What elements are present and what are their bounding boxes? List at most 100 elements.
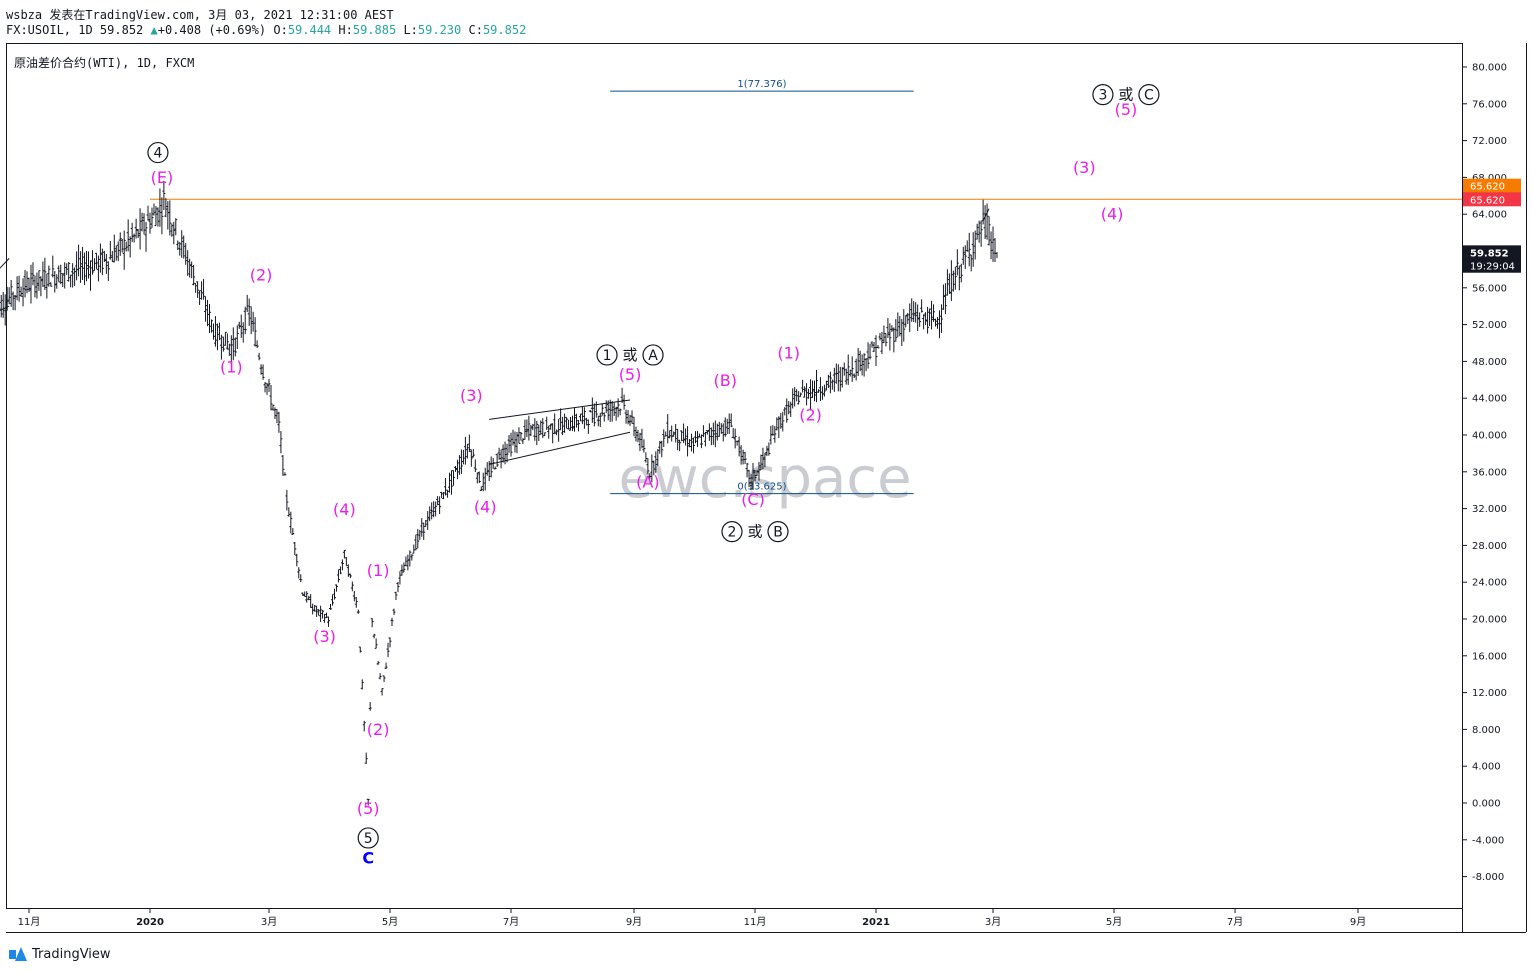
trend-channels[interactable] — [0, 208, 990, 465]
x-tick-label: 7月 — [503, 916, 519, 928]
wave-label: (4) — [333, 500, 356, 519]
close-value: 59.852 — [482, 23, 527, 37]
circled-wave-text: 1 — [603, 348, 612, 364]
y-tick-label: 36.000 — [1472, 467, 1507, 478]
wave-label: (4) — [1101, 205, 1124, 224]
circled-wave-marker — [147, 141, 169, 164]
fib-level-label: 0(33.625) — [737, 482, 786, 493]
low-value: 59.230 — [417, 23, 462, 37]
circled-connector: 或 — [1118, 86, 1133, 104]
x-tick-label: 11月 — [18, 916, 41, 928]
y-tick-label: 64.000 — [1472, 210, 1507, 221]
wave-label: (5) — [619, 365, 642, 384]
price-badge — [1463, 258, 1521, 273]
y-tick-label: 4.000 — [1472, 762, 1501, 773]
brand-text: TradingView — [32, 946, 111, 962]
wave-label: (E) — [151, 168, 174, 187]
x-tick-label: 2021 — [862, 917, 890, 928]
x-tick-label: 2020 — [136, 917, 164, 928]
circled-wave-marker — [357, 827, 379, 849]
circled-wave-marker — [1092, 83, 1114, 106]
fib-level-label: 1(77.376) — [737, 79, 786, 90]
ohlc-legend: FX:USOIL, 1D 59.852 ▲+0.408 (+0.69%) O: 5… — [6, 23, 526, 37]
x-tick-label: 9月 — [626, 916, 642, 928]
wave-label: (A) — [636, 472, 659, 491]
circled-wave-marker — [767, 520, 789, 543]
price-badges: 65.620 65.620 59.852 19:29:04 — [1463, 178, 1521, 273]
low-label: L: — [403, 23, 418, 37]
y-tick-label: 20.000 — [1472, 615, 1507, 626]
wave-label: (2) — [367, 720, 390, 739]
tradingview-brand[interactable]: TradingView — [8, 944, 111, 964]
circled-wave-labels: 451 或 A2 或 B3 或 C — [147, 83, 1160, 849]
price-badge-text: 65.620 — [1470, 182, 1505, 193]
price-bars — [0, 180, 998, 806]
circled-wave-text: C — [1144, 88, 1154, 104]
open-label: O: — [273, 23, 288, 37]
x-tick-label: 5月 — [382, 916, 398, 928]
circled-wave-text: 2 — [728, 525, 737, 541]
fib-lines[interactable]: 1(77.376) 0(33.625) — [610, 79, 914, 495]
wave-label-c: C — [362, 849, 374, 868]
y-tick-label: 32.000 — [1472, 504, 1507, 515]
wave-labels: (E) (1) (2) (3) (4) (1) (2) (5) (3) (4) (5) (A) (B) (… — [151, 100, 1138, 868]
chart-symbol-title: 原油差价合约(WTI), 1D, FXCM — [14, 56, 195, 70]
y-tick-label: 44.000 — [1472, 394, 1507, 405]
x-tick-label: 3月 — [985, 916, 1001, 928]
wave-label: (1) — [220, 357, 243, 376]
wave-label: (3) — [313, 627, 336, 646]
circled-wave-text: 5 — [364, 831, 373, 847]
y-tick-label: 76.000 — [1472, 99, 1507, 110]
publish-info: wsbza 发表在TradingView.com, 3月 03, 2021 12… — [6, 8, 394, 22]
y-tick-label: 40.000 — [1472, 431, 1507, 442]
channel-line — [489, 431, 631, 465]
wave-label: (3) — [460, 386, 483, 405]
price-badge — [1463, 245, 1521, 260]
y-tick-label: 80.000 — [1472, 63, 1507, 74]
close-label: C: — [468, 23, 483, 37]
y-tick-label: 16.000 — [1472, 651, 1507, 662]
y-tick-label: 68.000 — [1472, 173, 1507, 184]
y-tick-label: 56.000 — [1472, 283, 1507, 294]
y-tick-label: 52.000 — [1472, 320, 1507, 331]
wave-label: (5) — [357, 799, 380, 818]
circled-wave-marker — [1138, 83, 1160, 106]
y-tick-label: 24.000 — [1472, 578, 1507, 589]
circled-wave-marker — [642, 344, 664, 366]
x-tick-label: 5月 — [1106, 916, 1122, 928]
y-tick-label: 8.000 — [1472, 725, 1501, 736]
wave-label: (B) — [714, 371, 737, 390]
wave-label: (2) — [250, 265, 273, 284]
channel-line — [982, 208, 990, 221]
y-tick-label: -4.000 — [1472, 835, 1504, 846]
change-up-icon: ▲ — [150, 23, 158, 37]
circled-wave-marker — [721, 520, 743, 543]
y-tick-label: 72.000 — [1472, 136, 1507, 147]
wave-label: (4) — [474, 497, 497, 516]
price-badge-text: 65.620 — [1470, 195, 1505, 206]
circled-wave-text: B — [773, 525, 783, 541]
symbol-price: FX:USOIL, 1D 59.852 — [6, 23, 144, 37]
circled-wave-marker — [596, 344, 618, 366]
high-label: H: — [338, 23, 353, 37]
time-axis[interactable]: 11月 2020 3月 5月 7月 9月 11月 2021 3月 5月 7月 9月 — [18, 908, 1367, 928]
circled-wave-text: 4 — [153, 146, 162, 162]
x-tick-label: 11月 — [744, 916, 767, 928]
y-tick-label: 48.000 — [1472, 357, 1507, 368]
price-badge-text: 59.852 — [1470, 248, 1509, 259]
wave-label: (2) — [799, 405, 822, 424]
x-tick-label: 3月 — [261, 916, 277, 928]
circled-connector: 或 — [623, 346, 638, 364]
price-change: +0.408 (+0.69%) — [157, 23, 267, 37]
circled-wave-text: 3 — [1098, 88, 1107, 104]
high-value: 59.885 — [352, 23, 397, 37]
wave-label: (1) — [367, 561, 390, 580]
wave-label: (1) — [777, 344, 800, 363]
price-badge — [1463, 178, 1521, 193]
wave-label: (3) — [1073, 158, 1096, 177]
y-tick-label: -8.000 — [1472, 872, 1504, 883]
tradingview-logo-icon — [8, 944, 28, 964]
wave-label: (C) — [741, 490, 765, 509]
wave-label: (5) — [1115, 100, 1138, 119]
